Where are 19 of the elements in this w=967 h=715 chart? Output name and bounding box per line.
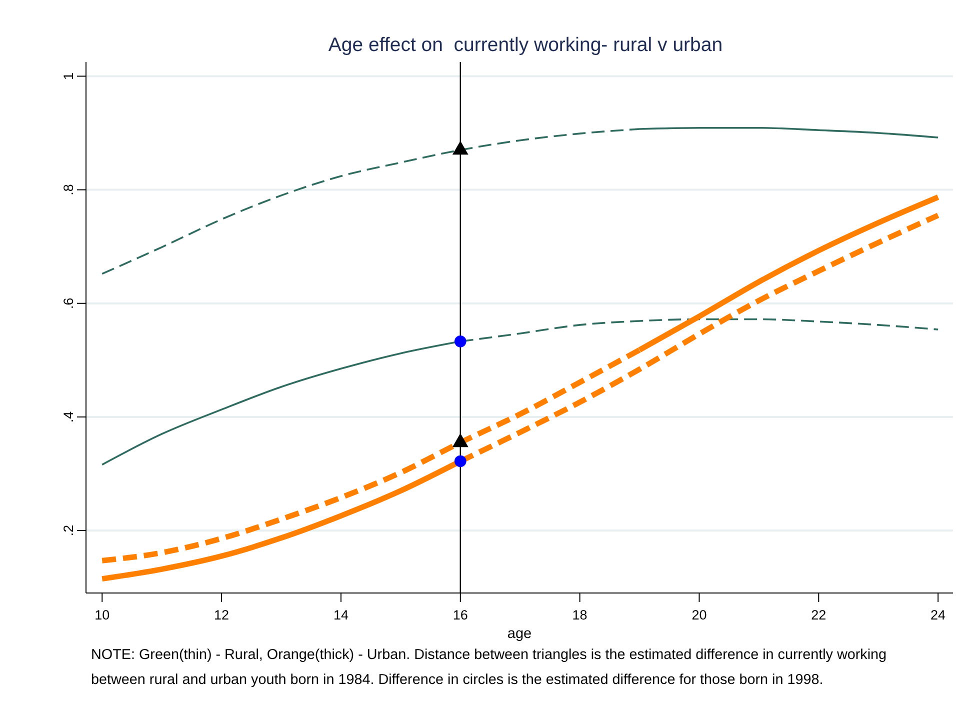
x-tick-label: 14 (333, 608, 349, 623)
point (454, 455, 466, 468)
x-tick-label: 12 (214, 608, 230, 623)
x-tick-label: 24 (930, 608, 946, 623)
y-tick-label: 1 (61, 72, 76, 80)
x-axis-title: age (507, 626, 532, 642)
text: NOTE: Green(thin) - Rural, Orange(thick) - Urban. Distance between triangles is the estimated difference in currently working between rural and urban youth born in 1984. Difference in circles is the estimated difference for those born in 1998. (91, 646, 888, 690)
y-tick-label: .4 (61, 410, 76, 423)
point (452, 140, 468, 155)
x-tick-label: 10 (94, 608, 110, 623)
x-tick-label: 16 (452, 608, 468, 623)
y-tick-label: .2 (61, 524, 76, 536)
point (454, 336, 466, 348)
chart-title: Age effect on currently working- rural v urban (327, 34, 724, 57)
x-tick-label: 22 (811, 608, 826, 623)
x-tick-label: 18 (572, 608, 588, 623)
y-tick-label: .6 (61, 298, 76, 309)
y-tick-label: .8 (61, 184, 76, 196)
x-tick-label: 20 (692, 608, 707, 623)
